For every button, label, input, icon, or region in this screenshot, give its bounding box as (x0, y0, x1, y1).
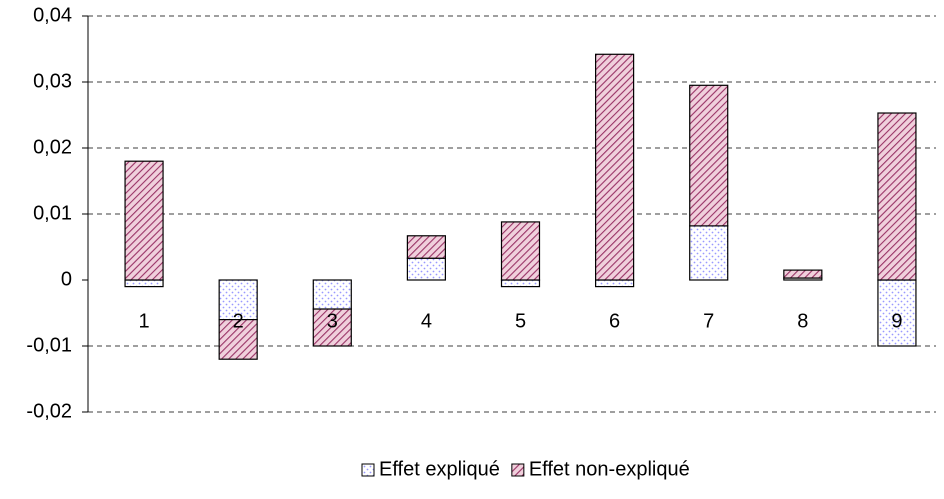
legend-swatch (511, 463, 525, 477)
x-tick-label: 1 (138, 310, 149, 332)
x-tick-label: 9 (891, 310, 902, 332)
bar (312, 279, 352, 310)
x-tick-label: 5 (515, 310, 526, 332)
x-tick-label: 3 (327, 310, 338, 332)
legend-swatch (361, 463, 375, 477)
y-tick-label: 0,03 (33, 70, 72, 92)
y-tick-label: 0,02 (33, 136, 72, 158)
x-tick-label: 6 (609, 310, 620, 332)
y-tick-label: 0,01 (33, 202, 72, 224)
bar (124, 160, 164, 281)
y-tick-label: 0,04 (33, 4, 72, 26)
bar (595, 279, 635, 288)
y-tick-label: -0,01 (26, 334, 72, 356)
x-tick-label: 2 (233, 310, 244, 332)
bar (124, 279, 164, 288)
bar (689, 84, 729, 227)
bar (500, 221, 541, 281)
bar (312, 308, 352, 347)
legend-label: Effet non-expliqué (529, 458, 690, 480)
x-tick-label: 4 (421, 310, 432, 332)
bar (500, 279, 541, 288)
bar (877, 112, 917, 281)
bar (406, 257, 446, 281)
bar (595, 53, 635, 281)
y-tick-label: 0 (61, 268, 72, 290)
y-tick-label: -0,02 (26, 400, 72, 422)
x-tick-label: 8 (797, 310, 808, 332)
legend-label: Effet expliqué (379, 458, 500, 480)
bar (406, 235, 446, 259)
bar (783, 269, 823, 279)
bar (689, 225, 729, 281)
bar (218, 279, 258, 321)
bar (218, 319, 258, 360)
x-tick-label: 7 (703, 310, 714, 332)
